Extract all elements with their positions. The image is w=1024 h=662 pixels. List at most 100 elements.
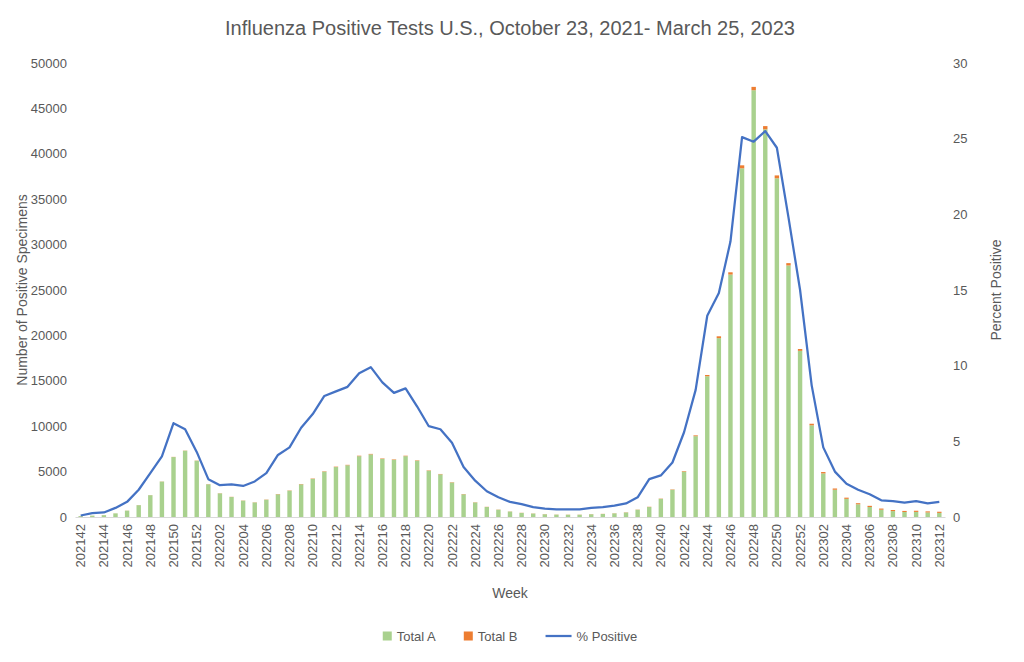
bar <box>844 499 848 517</box>
bar <box>519 512 523 513</box>
bar <box>218 493 222 494</box>
y-tick: 40000 <box>31 146 67 161</box>
bar <box>926 511 930 512</box>
bar <box>508 511 512 512</box>
bar <box>728 275 732 517</box>
x-tick-label: 202312 <box>932 524 947 567</box>
bar <box>786 263 790 265</box>
bar <box>809 424 813 426</box>
bar <box>496 510 500 517</box>
x-tick-label: 202212 <box>329 524 344 567</box>
legend-label: Total B <box>478 629 518 644</box>
bar <box>473 502 477 503</box>
x-axis: 2021422021442021462021482021502021522022… <box>73 518 947 568</box>
bar <box>867 507 871 517</box>
bar <box>856 504 860 517</box>
x-tick-label: 202152 <box>189 524 204 567</box>
y-tick-label: 10000 <box>31 419 67 434</box>
x-tick: 202248 <box>746 524 761 567</box>
bar <box>647 506 651 507</box>
x-tick-label: 202250 <box>769 524 784 567</box>
bar <box>601 514 605 517</box>
bar <box>554 515 558 517</box>
y-tick: 45000 <box>31 101 67 116</box>
bar <box>821 472 825 473</box>
bar <box>914 512 918 517</box>
bar <box>612 513 616 514</box>
x-tick-label: 202228 <box>514 524 529 567</box>
x-tick: 202238 <box>630 524 645 567</box>
y2-tick-label: 15 <box>953 283 967 298</box>
bar <box>717 336 721 338</box>
x-tick: 202228 <box>514 524 529 567</box>
bar <box>171 457 175 517</box>
bar <box>659 499 663 517</box>
bar <box>183 451 187 517</box>
legend-swatch <box>464 632 473 641</box>
bar <box>403 455 407 456</box>
y-axis-title: Number of Positive Specimens <box>14 194 30 385</box>
bar <box>902 512 906 517</box>
bar <box>485 506 489 507</box>
x-tick-label: 202232 <box>561 524 576 567</box>
bar <box>276 494 280 517</box>
bar <box>473 502 477 517</box>
bar <box>299 483 303 484</box>
x-tick: 202202 <box>212 524 227 567</box>
bar <box>798 351 802 517</box>
x-tick-label: 202244 <box>700 524 715 567</box>
bar <box>287 491 291 517</box>
y-tick-label: 25000 <box>31 283 67 298</box>
x-tick-label: 202222 <box>445 524 460 567</box>
legend-item: % Positive <box>546 629 638 644</box>
bar <box>253 502 257 517</box>
bar <box>635 510 639 517</box>
x-tick: 202142 <box>73 524 88 567</box>
bar <box>682 471 686 473</box>
x-tick-label: 202208 <box>282 524 297 567</box>
y-tick-label: 50000 <box>31 56 67 71</box>
x-tick: 202310 <box>909 524 924 567</box>
bar <box>601 513 605 514</box>
bar <box>833 490 837 517</box>
x-tick: 202206 <box>259 524 274 567</box>
legend: Total ATotal B% Positive <box>383 629 637 644</box>
x-tick: 202204 <box>236 524 251 567</box>
x-tick-label: 202248 <box>746 524 761 567</box>
y-tick: 35000 <box>31 192 67 207</box>
bar <box>136 505 140 517</box>
y-tick-label: 45000 <box>31 101 67 116</box>
bar <box>926 512 930 517</box>
bar-series <box>78 90 941 517</box>
bar <box>403 456 407 517</box>
x-tick-label: 202214 <box>352 524 367 567</box>
x-tick: 202210 <box>305 524 320 567</box>
bar <box>276 494 280 495</box>
y-tick: 20000 <box>31 328 67 343</box>
bar <box>624 512 628 513</box>
legend-item: Total B <box>464 629 518 644</box>
bar <box>322 472 326 517</box>
bar <box>496 509 500 510</box>
y-tick: 15000 <box>31 373 67 388</box>
bar <box>670 489 674 490</box>
x-tick-label: 202216 <box>375 524 390 567</box>
bar <box>90 515 94 516</box>
y-tick: 25000 <box>31 283 67 298</box>
x-tick-label: 202306 <box>862 524 877 567</box>
x-tick: 202212 <box>329 524 344 567</box>
x-tick-label: 202308 <box>885 524 900 567</box>
y-tick: 50000 <box>31 56 67 71</box>
title: Influenza Positive Tests U.S., October 2… <box>225 17 795 39</box>
bar <box>136 505 140 506</box>
bar <box>357 455 361 456</box>
y2-tick-label: 0 <box>953 510 960 525</box>
bar <box>798 349 802 351</box>
x-tick-label: 202246 <box>723 524 738 567</box>
legend-label: % Positive <box>577 629 638 644</box>
y-tick: 5000 <box>38 464 67 479</box>
bar <box>229 497 233 517</box>
x-tick: 202216 <box>375 524 390 567</box>
x-tick: 202302 <box>816 524 831 567</box>
bar <box>334 466 338 467</box>
